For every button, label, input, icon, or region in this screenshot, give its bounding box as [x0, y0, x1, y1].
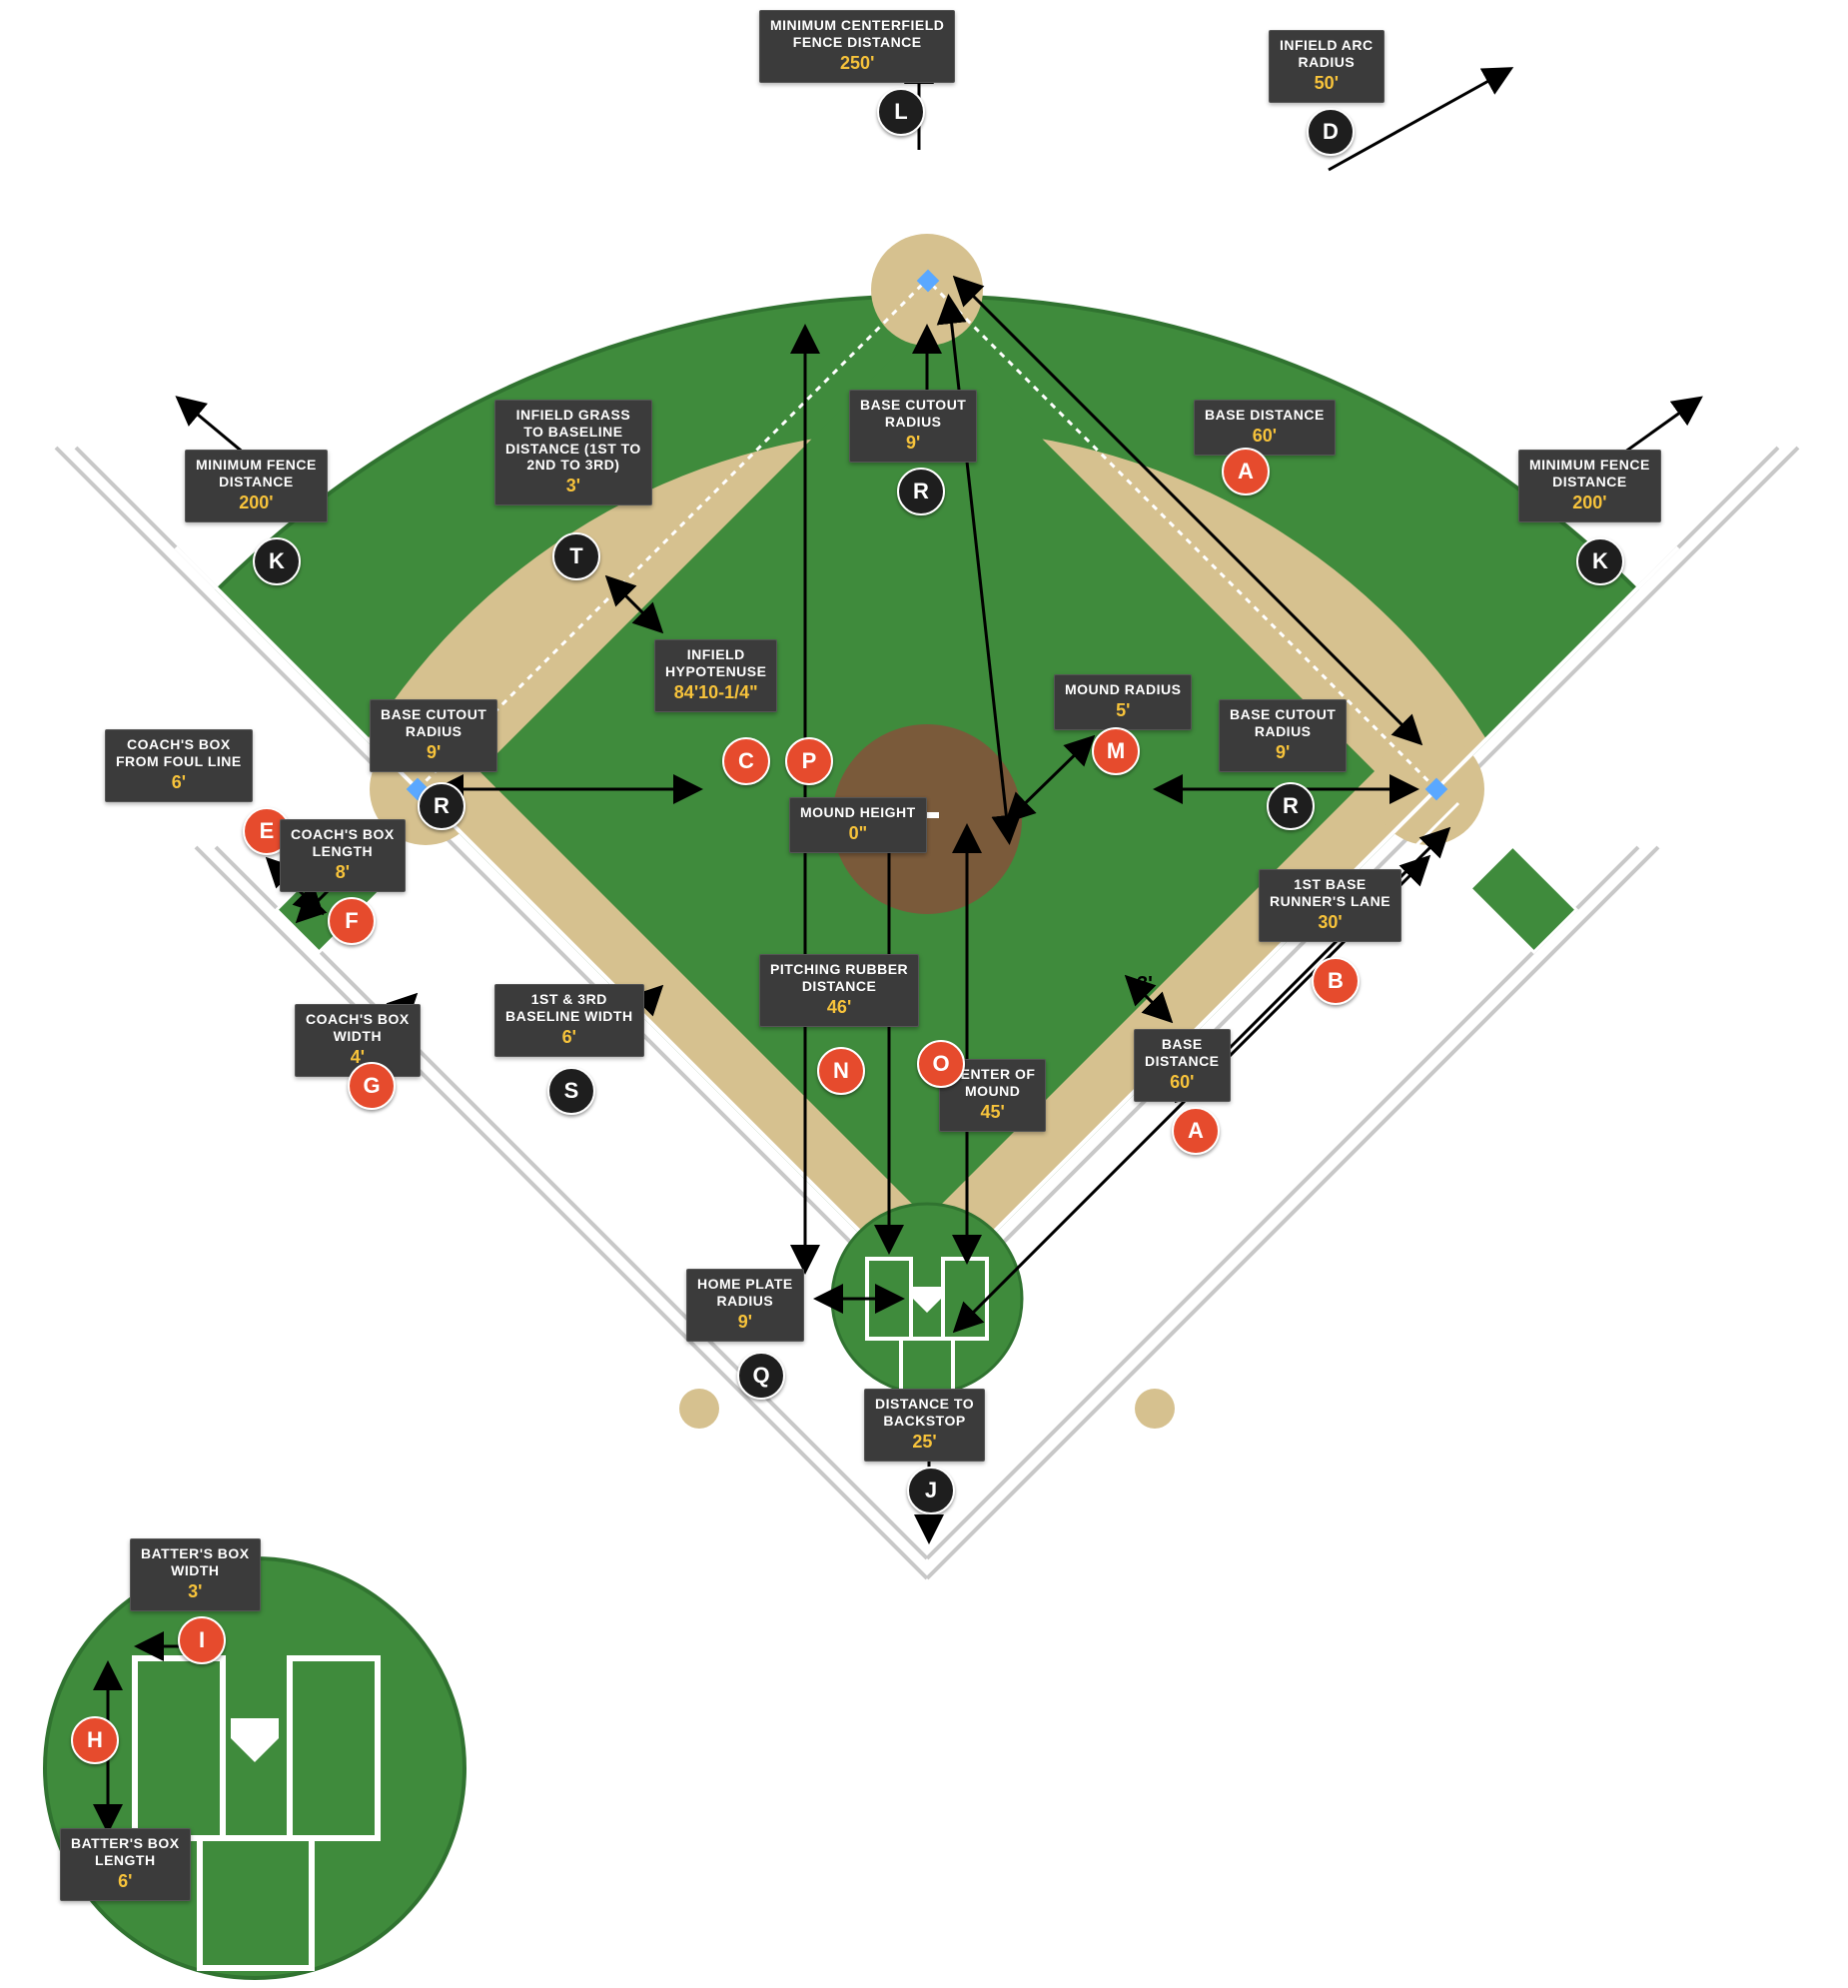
label-title: INFIELD HYPOTENUSE [665, 646, 766, 680]
label-title: COACH'S BOX LENGTH [291, 826, 395, 860]
label-b: 1ST BASE RUNNER'S LANE30' [1259, 869, 1401, 942]
label-m: MOUND RADIUS 5' [1054, 674, 1192, 730]
field-diagram [0, 0, 1848, 1988]
badge-t: T [552, 532, 600, 580]
badge-j: J [907, 1467, 955, 1514]
label-f: COACH'S BOX LENGTH8' [280, 819, 406, 892]
label-title: BATTER'S BOX WIDTH [141, 1545, 250, 1579]
badge-s: S [547, 1067, 595, 1115]
badge-f: F [328, 897, 376, 945]
label-title: 1ST BASE RUNNER'S LANE [1270, 876, 1390, 910]
label-s: 1ST & 3RD BASELINE WIDTH6' [494, 984, 644, 1057]
label-value: 250' [770, 53, 944, 74]
label-title: MINIMUM FENCE DISTANCE [1529, 457, 1650, 491]
badge-a2: A [1172, 1107, 1220, 1155]
badge-o: O [917, 1040, 965, 1088]
label-title: BASE CUTOUT RADIUS [381, 706, 486, 740]
label-value: 4' [306, 1047, 410, 1068]
label-k1: MINIMUM FENCE DISTANCE200' [185, 450, 328, 522]
label-title: BATTER'S BOX LENGTH [71, 1835, 180, 1869]
label-title: COACH'S BOX WIDTH [306, 1011, 410, 1045]
label-value: 9' [1230, 742, 1336, 763]
label-d: INFIELD ARC RADIUS50' [1269, 30, 1385, 103]
label-value: 45' [950, 1102, 1035, 1123]
label-title: BASE CUTOUT RADIUS [860, 397, 966, 431]
label-title: DISTANCE TO BACKSTOP [875, 1396, 974, 1430]
label-value: 84'10-1/4" [665, 682, 766, 703]
label-e: COACH'S BOX FROM FOUL LINE6' [105, 729, 253, 802]
badge-l: L [877, 88, 925, 136]
badge-n: N [817, 1047, 865, 1095]
label-r1: BASE CUTOUT RADIUS9' [849, 390, 977, 463]
label-t: INFIELD GRASS TO BASELINE DISTANCE (1ST … [494, 400, 652, 505]
label-title: COACH'S BOX FROM FOUL LINE [116, 736, 242, 770]
label-p: MOUND HEIGHT 0" [789, 797, 927, 853]
label-c: INFIELD HYPOTENUSE84'10-1/4" [654, 639, 777, 712]
label-k2: MINIMUM FENCE DISTANCE200' [1518, 450, 1661, 522]
badge-h: H [71, 1716, 119, 1764]
label-value: 0" [800, 823, 916, 844]
label-title: HOME PLATE RADIUS [697, 1276, 793, 1310]
label-value: 9' [697, 1312, 793, 1333]
badge-r3: R [1267, 782, 1315, 830]
label-title: MINIMUM CENTERFIELD FENCE DISTANCE [770, 17, 944, 51]
label-q: HOME PLATE RADIUS9' [686, 1269, 804, 1342]
label-a1: BASE DISTANCE 60' [1194, 400, 1336, 456]
plain-text: 3' [1137, 973, 1153, 996]
label-title: INFIELD ARC RADIUS [1280, 37, 1374, 71]
label-value: 6' [71, 1871, 180, 1892]
badge-b: B [1312, 957, 1360, 1005]
label-value: 3' [505, 476, 641, 497]
label-j: DISTANCE TO BACKSTOP25' [864, 1389, 985, 1462]
badge-r2: R [418, 782, 465, 830]
badge-g: G [348, 1062, 396, 1110]
badge-d: D [1307, 108, 1355, 156]
label-r3: BASE CUTOUT RADIUS9' [1219, 699, 1347, 772]
label-value: 6' [505, 1027, 633, 1048]
badge-m: M [1092, 727, 1140, 775]
badge-i: I [178, 1616, 226, 1664]
label-value: 6' [116, 772, 242, 793]
label-value: 60' [1205, 426, 1325, 447]
label-value: 3' [141, 1581, 250, 1602]
label-value: 200' [1529, 493, 1650, 513]
label-value: 8' [291, 862, 395, 883]
label-value: 30' [1270, 912, 1390, 933]
label-value: 9' [381, 742, 486, 763]
label-value: 60' [1145, 1072, 1220, 1093]
label-r2: BASE CUTOUT RADIUS9' [370, 699, 497, 772]
badge-p: P [785, 737, 833, 785]
label-value: 200' [196, 493, 317, 513]
label-title: BASE DISTANCE [1145, 1036, 1220, 1070]
label-h: BATTER'S BOX LENGTH6' [60, 1828, 191, 1901]
label-title: INFIELD GRASS TO BASELINE DISTANCE (1ST … [505, 407, 641, 474]
label-value: 5' [1065, 700, 1181, 721]
label-value: 25' [875, 1432, 974, 1453]
label-title: BASE CUTOUT RADIUS [1230, 706, 1336, 740]
badge-k1: K [253, 537, 301, 585]
label-title: MOUND HEIGHT [800, 804, 916, 821]
label-value: 46' [770, 997, 908, 1018]
badge-q: Q [737, 1352, 785, 1400]
label-i: BATTER'S BOX WIDTH3' [130, 1538, 261, 1611]
badge-c: C [722, 737, 770, 785]
label-title: 1ST & 3RD BASELINE WIDTH [505, 991, 633, 1025]
label-n: PITCHING RUBBER DISTANCE46' [759, 954, 919, 1027]
badge-k2: K [1576, 537, 1624, 585]
label-title: MOUND RADIUS [1065, 681, 1181, 698]
label-a2: BASE DISTANCE60' [1134, 1029, 1231, 1102]
label-title: PITCHING RUBBER DISTANCE [770, 961, 908, 995]
label-l: MINIMUM CENTERFIELD FENCE DISTANCE250' [759, 10, 955, 83]
label-value: 50' [1280, 73, 1374, 94]
label-title: MINIMUM FENCE DISTANCE [196, 457, 317, 491]
badge-r1: R [897, 468, 945, 515]
label-title: BASE DISTANCE [1205, 407, 1325, 424]
label-value: 9' [860, 433, 966, 454]
badge-a1: A [1222, 448, 1270, 496]
